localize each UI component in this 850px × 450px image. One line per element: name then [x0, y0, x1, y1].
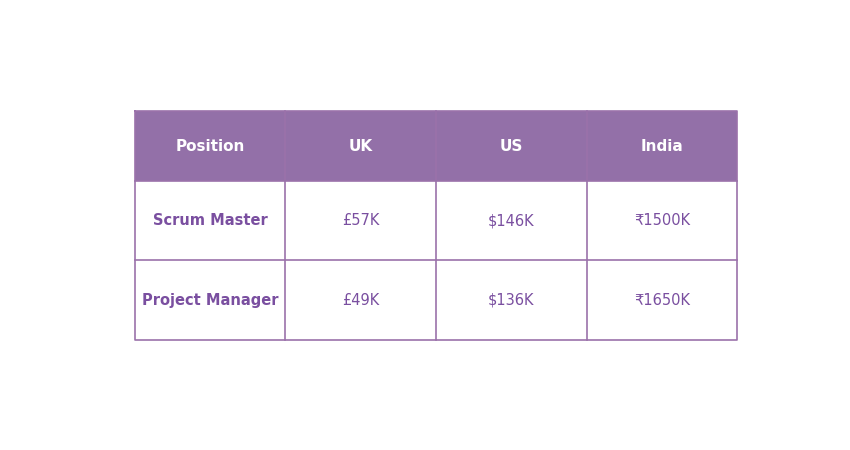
Bar — [134, 111, 737, 181]
Text: India: India — [641, 139, 683, 153]
Text: ₹1650K: ₹1650K — [634, 292, 690, 308]
Text: £57K: £57K — [342, 213, 379, 228]
Text: $146K: $146K — [488, 213, 535, 228]
Text: Scrum Master: Scrum Master — [152, 213, 267, 228]
Text: $136K: $136K — [488, 292, 535, 308]
Text: ₹1500K: ₹1500K — [634, 213, 690, 228]
Text: UK: UK — [348, 139, 372, 153]
Bar — [134, 181, 737, 261]
Text: £49K: £49K — [342, 292, 379, 308]
Bar — [134, 261, 737, 340]
Text: US: US — [500, 139, 523, 153]
Text: Position: Position — [175, 139, 245, 153]
Text: Project Manager: Project Manager — [142, 292, 278, 308]
